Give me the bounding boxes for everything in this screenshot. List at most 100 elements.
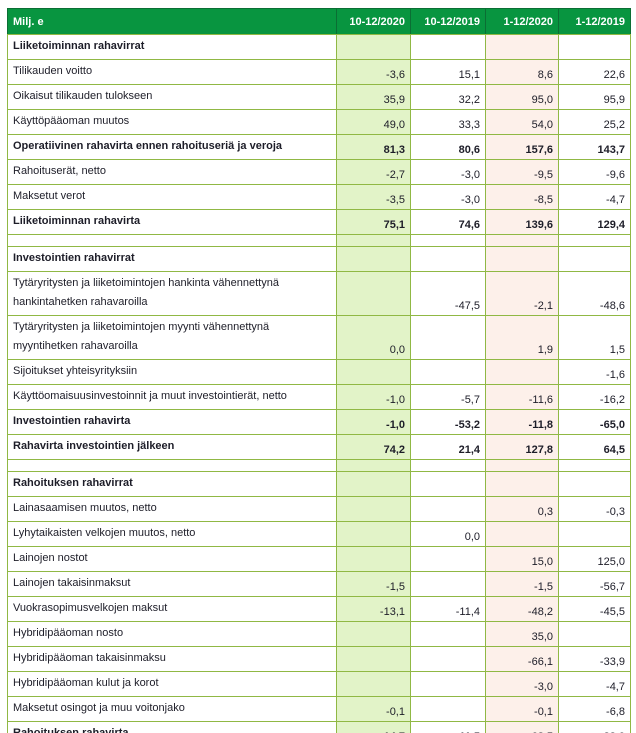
- value-cell: [410, 246, 486, 272]
- value-cell: -9,5: [485, 159, 559, 185]
- value-cell: -56,7: [558, 571, 631, 597]
- value-cell: 54,0: [485, 109, 559, 135]
- header-row: Milj. e 10-12/2020 10-12/2019 1-12/2020 …: [7, 8, 631, 35]
- table-body: Liiketoiminnan rahavirrat Tilikauden voit…: [7, 34, 631, 733]
- row-label: Sijoitukset yhteisyrityksiin: [7, 359, 337, 385]
- value-cell: 143,7: [558, 134, 631, 160]
- value-cell: [410, 459, 486, 472]
- table-row: Lainasaamisen muutos, netto 0,3 -0,3: [7, 496, 631, 522]
- value-cell: [558, 34, 631, 60]
- value-cell: 1,5: [558, 315, 631, 360]
- value-cell: -3,0: [485, 671, 559, 697]
- value-cell: 15,1: [410, 59, 486, 85]
- col-header-unit: Milj. e: [7, 8, 337, 35]
- value-cell: [558, 234, 631, 247]
- value-cell: 80,6: [410, 134, 486, 160]
- value-cell: -3,0: [410, 159, 486, 185]
- row-label: [7, 234, 337, 247]
- row-label: Liiketoiminnan rahavirrat: [7, 34, 337, 60]
- value-cell: [485, 234, 559, 247]
- value-cell: -0,1: [485, 696, 559, 722]
- value-cell: [558, 246, 631, 272]
- value-cell: [558, 621, 631, 647]
- value-cell: 35,9: [336, 84, 411, 110]
- row-label: Lyhytaikaisten velkojen muutos, netto: [7, 521, 337, 547]
- row-label: Investointien rahavirrat: [7, 246, 337, 272]
- value-cell: [336, 471, 411, 497]
- table-row: Tilikauden voitto -3,6 15,1 8,6 22,6: [7, 59, 631, 85]
- value-cell: 74,6: [410, 209, 486, 235]
- value-cell: 35,0: [485, 621, 559, 647]
- value-cell: [336, 246, 411, 272]
- value-cell: [410, 496, 486, 522]
- value-cell: 157,6: [485, 134, 559, 160]
- value-cell: [558, 521, 631, 547]
- table-row: Hybridipääoman takaisinmaksu -66,1 -33,9: [7, 646, 631, 672]
- value-cell: -23,0: [558, 721, 631, 733]
- spacer-row: [7, 459, 631, 472]
- value-cell: 127,8: [485, 434, 559, 460]
- table-row: Tytäryritysten ja liiketoimintojen hanki…: [7, 271, 631, 316]
- row-label: Tilikauden voitto: [7, 59, 337, 85]
- table-row: Investointien rahavirrat: [7, 246, 631, 272]
- value-cell: -6,8: [558, 696, 631, 722]
- value-cell: 0,0: [336, 315, 411, 360]
- value-cell: [336, 646, 411, 672]
- value-cell: [410, 234, 486, 247]
- value-cell: 0,0: [410, 521, 486, 547]
- value-cell: [558, 471, 631, 497]
- value-cell: [336, 359, 411, 385]
- row-label: Oikaisut tilikauden tulokseen: [7, 84, 337, 110]
- value-cell: [410, 696, 486, 722]
- value-cell: [410, 546, 486, 572]
- table-row: Käyttöpääoman muutos 49,0 33,3 54,0 25,2: [7, 109, 631, 135]
- row-label: Lainasaamisen muutos, netto: [7, 496, 337, 522]
- value-cell: -0,3: [558, 496, 631, 522]
- value-cell: 15,0: [485, 546, 559, 572]
- value-cell: -3,0: [410, 184, 486, 210]
- value-cell: 129,4: [558, 209, 631, 235]
- value-cell: 64,5: [558, 434, 631, 460]
- value-cell: -48,6: [558, 271, 631, 316]
- value-cell: [410, 34, 486, 60]
- value-cell: [410, 671, 486, 697]
- row-label: Rahavirta investointien jälkeen: [7, 434, 337, 460]
- row-label: Maksetut osingot ja muu voitonjako: [7, 696, 337, 722]
- table-row: Rahoituksen rahavirta-14,7-11,5-68,5-23,…: [7, 721, 631, 733]
- value-cell: [410, 471, 486, 497]
- row-label: Rahoituserät, netto: [7, 159, 337, 185]
- value-cell: -3,6: [336, 59, 411, 85]
- value-cell: -33,9: [558, 646, 631, 672]
- value-cell: [485, 459, 559, 472]
- value-cell: 8,6: [485, 59, 559, 85]
- value-cell: [336, 671, 411, 697]
- row-label: Lainojen nostot: [7, 546, 337, 572]
- table-row: Käyttöomaisuusinvestoinnit ja muut inves…: [7, 384, 631, 410]
- value-cell: -1,0: [336, 409, 411, 435]
- row-label: Tytäryritysten ja liiketoimintojen myynt…: [7, 315, 337, 360]
- row-label: Vuokrasopimusvelkojen maksut: [7, 596, 337, 622]
- table-row: Lainojen nostot 15,0 125,0: [7, 546, 631, 572]
- value-cell: 25,2: [558, 109, 631, 135]
- value-cell: -8,5: [485, 184, 559, 210]
- col-header-q4-2020: 10-12/2020: [336, 8, 411, 35]
- value-cell: 95,9: [558, 84, 631, 110]
- table-row: Hybridipääoman kulut ja korot -3,0 -4,7: [7, 671, 631, 697]
- row-label: Lainojen takaisinmaksut: [7, 571, 337, 597]
- value-cell: -66,1: [485, 646, 559, 672]
- value-cell: [410, 646, 486, 672]
- value-cell: -1,5: [336, 571, 411, 597]
- value-cell: [485, 246, 559, 272]
- row-label: Investointien rahavirta: [7, 409, 337, 435]
- spacer-row: [7, 234, 631, 247]
- value-cell: [410, 571, 486, 597]
- row-label: Hybridipääoman takaisinmaksu: [7, 646, 337, 672]
- value-cell: -65,0: [558, 409, 631, 435]
- row-label: Liiketoiminnan rahavirta: [7, 209, 337, 235]
- value-cell: -2,7: [336, 159, 411, 185]
- value-cell: [336, 496, 411, 522]
- table-row: Maksetut osingot ja muu voitonjako -0,1 -0…: [7, 696, 631, 722]
- col-header-q4-2019: 10-12/2019: [410, 8, 486, 35]
- row-label: Käyttöomaisuusinvestoinnit ja muut inves…: [7, 384, 337, 410]
- value-cell: -11,8: [485, 409, 559, 435]
